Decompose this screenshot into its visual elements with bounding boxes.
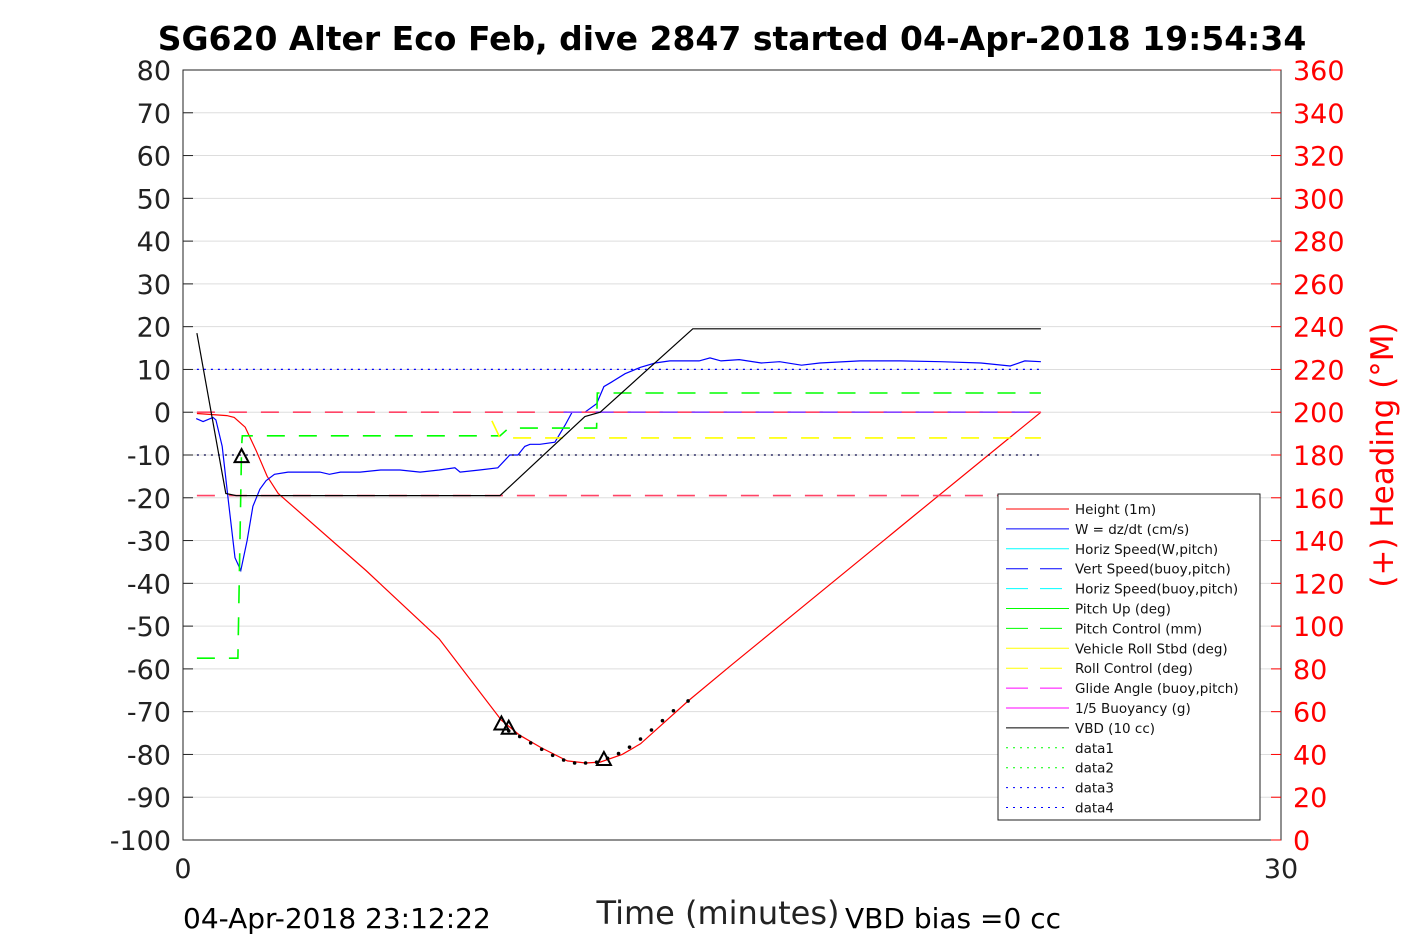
y-right-tick-label: 40 xyxy=(1293,740,1327,771)
y-tick-label: 10 xyxy=(137,355,171,386)
legend-label: Glide Angle (buoy,pitch) xyxy=(1075,681,1239,697)
y-right-tick-label: 260 xyxy=(1293,270,1345,301)
y-right-tick-label: 180 xyxy=(1293,441,1345,472)
data-point-dot xyxy=(686,699,690,703)
triangle-marker xyxy=(232,447,251,464)
legend-label: Height (1m) xyxy=(1075,502,1156,518)
data-point-dot xyxy=(638,737,643,741)
legend-label: W = dz/dt (cm/s) xyxy=(1075,522,1189,538)
y-tick-label: -10 xyxy=(127,441,171,472)
y-tick-label: 30 xyxy=(137,270,171,301)
data-point-dot xyxy=(671,709,676,713)
data-point-dot xyxy=(572,761,577,765)
x-axis-label: Time (minutes) xyxy=(596,894,840,932)
footer-vbd-bias: VBD bias =0 cc xyxy=(845,902,1061,935)
triangle-marker xyxy=(500,718,518,735)
data-point-dot xyxy=(649,728,654,732)
y-tick-label: -50 xyxy=(127,612,171,643)
y-tick-label: 80 xyxy=(137,56,171,87)
y-right-tick-label: 0 xyxy=(1293,826,1310,857)
y-right-tick-label: 20 xyxy=(1293,783,1327,814)
series-line xyxy=(196,411,1042,764)
y-tick-label: -90 xyxy=(127,783,171,814)
y-tick-label: -100 xyxy=(110,826,171,857)
data-point-dot xyxy=(550,753,555,758)
legend-label: Horiz Speed(buoy,pitch) xyxy=(1075,582,1238,598)
y-tick-label: -40 xyxy=(127,569,171,600)
footer-timestamp: 04-Apr-2018 23:12:22 xyxy=(183,902,491,935)
triangle-marker xyxy=(595,749,613,767)
series-line xyxy=(196,392,1041,660)
y-right-tick-label: 240 xyxy=(1293,313,1345,344)
y-right-tick-label: 300 xyxy=(1293,184,1345,215)
y-right-tick-label: 200 xyxy=(1293,398,1345,429)
data-point-dot xyxy=(517,734,522,739)
data-point-dot xyxy=(528,741,533,745)
y-tick-label: 70 xyxy=(137,99,171,130)
series-line xyxy=(491,420,1041,439)
legend: Height (1m) W = dz/dt (cm/s) Horiz Speed(W… xyxy=(997,493,1261,821)
y-right-tick-label: 160 xyxy=(1293,484,1345,515)
legend-label: Pitch Up (deg) xyxy=(1075,602,1171,618)
y-right-tick-label: 320 xyxy=(1293,142,1345,173)
y-tick-label: -60 xyxy=(127,655,171,686)
chart-title: SG620 Alter Eco Feb, dive 2847 started 0… xyxy=(158,19,1307,58)
y-right-tick-label: 360 xyxy=(1293,56,1345,87)
series-line xyxy=(195,357,1041,573)
legend-label: Roll Control (deg) xyxy=(1075,661,1193,677)
y-tick-label: 60 xyxy=(137,142,171,173)
data-point-dot xyxy=(561,758,566,762)
y-tick-label: 20 xyxy=(137,313,171,344)
data-point-dot xyxy=(616,751,621,756)
y-right-tick-label: 60 xyxy=(1293,698,1327,729)
series-line xyxy=(196,328,1041,497)
legend-label: 1/5 Buoyancy (g) xyxy=(1075,701,1191,717)
legend-label: data1 xyxy=(1075,741,1114,757)
data-point-dot xyxy=(539,747,544,752)
y-right-tick-label: 120 xyxy=(1293,569,1345,600)
y-tick-label: 50 xyxy=(137,184,171,215)
y-tick-label: 0 xyxy=(154,398,171,429)
x-tick-label: 30 xyxy=(1264,854,1298,885)
legend-label: data3 xyxy=(1075,781,1114,797)
y-tick-label: -20 xyxy=(127,484,171,515)
data-point-dot xyxy=(583,761,588,765)
legend-label: data4 xyxy=(1075,801,1114,817)
y-tick-label: -80 xyxy=(127,740,171,771)
legend-label: Vehicle Roll Stbd (deg) xyxy=(1075,641,1228,657)
triangle-marker xyxy=(492,714,511,731)
y-right-tick-label: 340 xyxy=(1293,99,1345,130)
y-tick-label: -30 xyxy=(127,527,171,558)
y-right-tick-label: 100 xyxy=(1293,612,1345,643)
legend-label: data2 xyxy=(1075,761,1114,777)
y-right-tick-label: 220 xyxy=(1293,355,1345,386)
y-axis-right-label: (+) Heading (°M) xyxy=(1365,322,1401,587)
y-right-tick-label: 140 xyxy=(1293,527,1345,558)
y-tick-label: -70 xyxy=(127,698,171,729)
y-tick-label: 40 xyxy=(137,227,171,258)
legend-label: Pitch Control (mm) xyxy=(1075,621,1202,637)
x-tick-label: 0 xyxy=(174,854,191,885)
data-point-dot xyxy=(660,718,665,723)
data-point-dot xyxy=(627,745,632,749)
axes: 80706050403020100-10-20-30-40-50-60-70-8… xyxy=(110,56,1345,885)
y-right-tick-label: 280 xyxy=(1293,227,1345,258)
legend-label: VBD (10 cc) xyxy=(1075,721,1155,737)
legend-label: Vert Speed(buoy,pitch) xyxy=(1075,562,1231,578)
y-right-tick-label: 80 xyxy=(1293,655,1327,686)
legend-label: Horiz Speed(W,pitch) xyxy=(1075,542,1218,558)
series-group xyxy=(195,328,1042,767)
